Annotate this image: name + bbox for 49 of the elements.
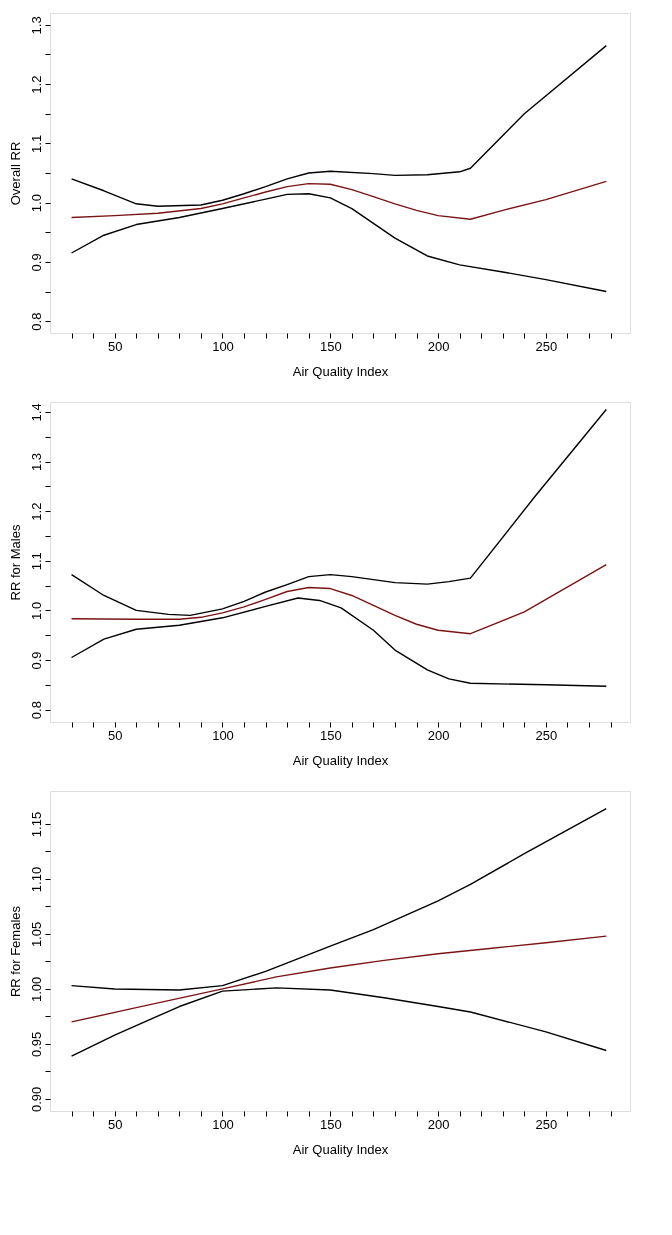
y-axis-title: Overall RR	[7, 141, 23, 206]
y-tick-label: 1.0	[28, 601, 44, 620]
y-tick-label: 1.3	[28, 16, 44, 35]
y-tick-label: 0.8	[28, 312, 44, 331]
x-tick-label: 100	[212, 338, 234, 354]
line-series	[70, 193, 607, 293]
x-tick-label: 250	[535, 1116, 558, 1132]
x-tick-label: 200	[427, 338, 450, 354]
y-tick-label: 1.2	[28, 502, 44, 521]
y-tick-label: 1.2	[28, 75, 44, 94]
x-tick-label: 200	[427, 1116, 450, 1132]
y-tick-label: 0.90	[28, 1086, 44, 1113]
y-axis-title: RR for Females	[7, 905, 23, 998]
y-tick-label: 1.1	[28, 134, 44, 153]
y-tick-label: 1.3	[28, 453, 44, 472]
x-tick-label: 150	[319, 338, 342, 354]
line-series	[70, 564, 607, 635]
y-tick-label: 0.9	[28, 651, 44, 670]
y-tick-label: 0.8	[28, 701, 44, 720]
y-tick-label: 1.10	[28, 866, 44, 893]
x-tick-label: 250	[535, 727, 558, 743]
line-series	[70, 987, 607, 1057]
y-tick-label: 1.0	[28, 194, 44, 213]
x-tick-label: 200	[427, 727, 450, 743]
y-axis-title: RR for Males	[7, 524, 23, 601]
x-tick-label: 150	[319, 1116, 342, 1132]
line-series	[70, 807, 607, 991]
x-tick-label: 100	[212, 1116, 234, 1132]
x-axis-title: Air Quality Index	[292, 1141, 389, 1157]
line-series	[70, 597, 607, 687]
x-tick-label: 50	[107, 338, 123, 354]
x-tick-label: 50	[107, 1116, 123, 1132]
x-tick-label: 100	[212, 727, 234, 743]
x-tick-label: 150	[319, 727, 342, 743]
y-tick-label: 1.4	[28, 403, 44, 422]
y-tick-label: 1.1	[28, 552, 44, 571]
x-tick-label: 50	[107, 727, 123, 743]
y-tick-label: 1.05	[28, 921, 44, 948]
line-series	[70, 408, 607, 617]
y-tick-label: 1.00	[28, 976, 44, 1003]
y-tick-label: 1.15	[28, 811, 44, 838]
x-axis-title: Air Quality Index	[292, 363, 389, 379]
line-series	[70, 44, 607, 207]
y-tick-label: 0.95	[28, 1031, 44, 1058]
x-axis-title: Air Quality Index	[292, 752, 389, 768]
line-series	[70, 180, 607, 220]
y-tick-label: 0.9	[28, 253, 44, 272]
line-series	[70, 935, 607, 1023]
x-tick-label: 250	[535, 338, 558, 354]
